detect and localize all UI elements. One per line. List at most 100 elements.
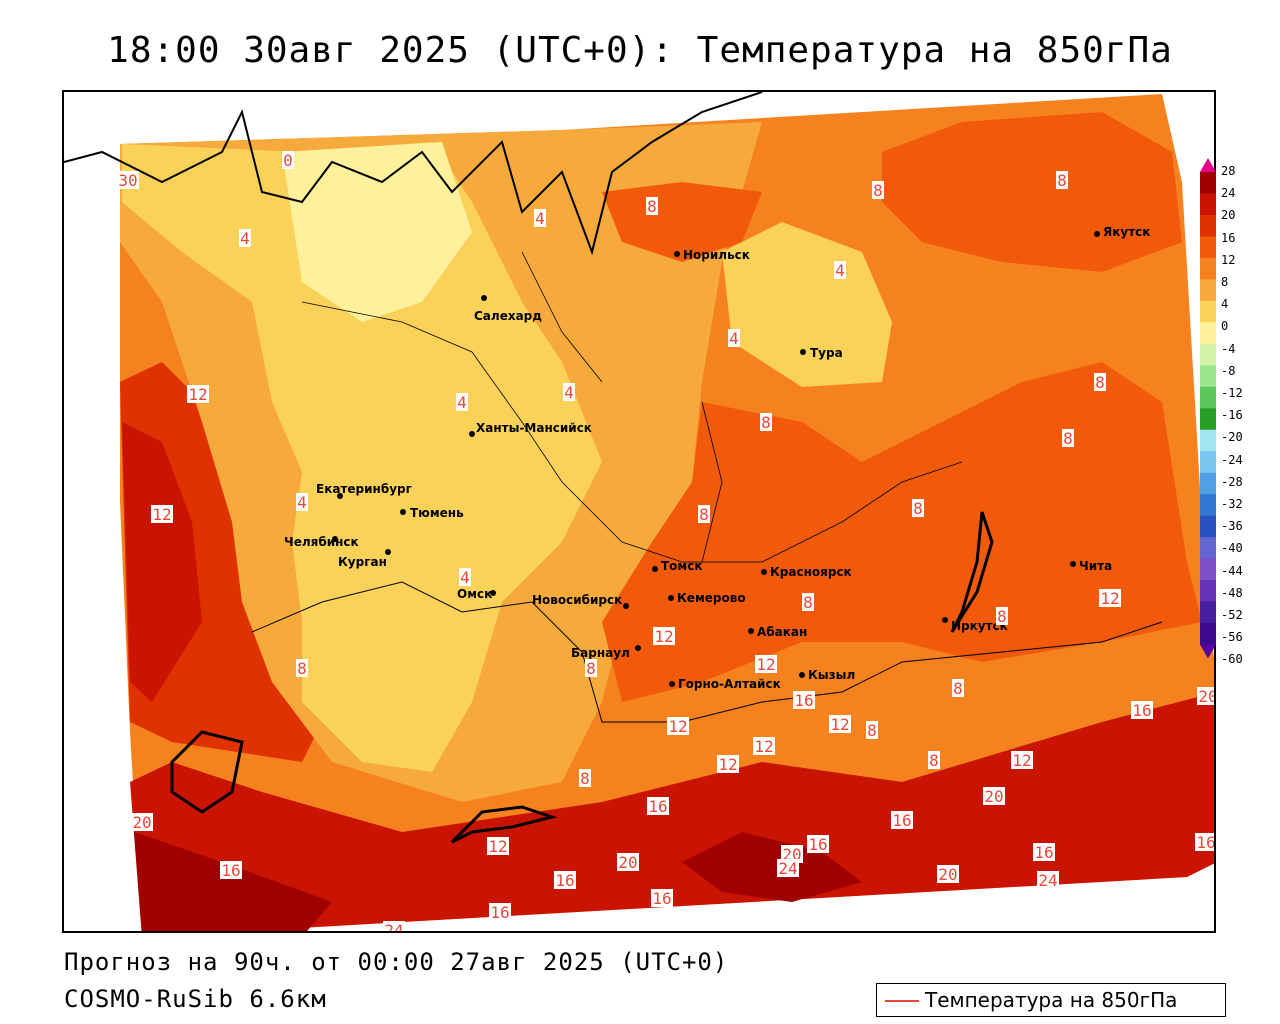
colorbar-cell — [1200, 300, 1216, 323]
isotherm-label: 12 — [830, 715, 849, 734]
isotherm-label: 4 — [835, 261, 845, 280]
warm-region-norilsk — [602, 182, 762, 262]
isotherm-label-background — [617, 853, 639, 871]
isotherm-label-background — [777, 859, 799, 877]
isotherm-label: 24 — [1038, 871, 1057, 890]
border-regions — [301, 251, 963, 563]
isotherm-label-background — [1037, 871, 1059, 889]
isotherm-label-background — [952, 679, 964, 697]
colorbar-tick-label: -24 — [1221, 452, 1243, 467]
isotherm-label: 8 — [1063, 429, 1073, 448]
forecast-info: Прогноз на 90ч. от 00:00 27авг 2025 (UTC… — [64, 948, 729, 976]
city-label: Новосибирск — [532, 593, 622, 607]
city-label: Кызыл — [808, 668, 855, 682]
city-marker — [469, 431, 475, 437]
city-marker — [337, 493, 343, 499]
city-label: Курган — [338, 555, 387, 569]
colorbar-tick-label: -28 — [1221, 474, 1243, 489]
isotherm-label: 4 — [297, 493, 307, 512]
colorbar-cell — [1200, 193, 1216, 216]
isotherm-label-background — [1094, 373, 1106, 391]
isotherm-label: 12 — [756, 655, 775, 674]
isotherm-label: 8 — [997, 607, 1007, 626]
colorbar-cell — [1200, 172, 1216, 194]
isotherm-label: 24 — [384, 921, 403, 931]
city-marker — [1070, 561, 1076, 567]
city-marker — [668, 595, 674, 601]
isotherm-label: 0 — [283, 151, 293, 170]
isotherm-label-background — [912, 499, 924, 517]
legend-label: Температура на 850гПа — [925, 988, 1178, 1012]
colorbar-cell — [1200, 343, 1216, 366]
isotherm-label: 20 — [938, 865, 957, 884]
colorbar-cell — [1200, 601, 1216, 624]
isotherm-label: 8 — [953, 679, 963, 698]
colorbar-cell — [1200, 214, 1216, 237]
isotherm-label-background — [1195, 833, 1214, 851]
isotherm-label-background — [459, 568, 471, 586]
isotherm-label: 20 — [1198, 687, 1214, 706]
isotherm-label: 12 — [654, 627, 673, 646]
city-label: Красноярск — [770, 565, 852, 579]
isotherm-label: 16 — [1034, 843, 1053, 862]
colorbar-cell — [1200, 279, 1216, 302]
isotherm-label: 12 — [1100, 589, 1119, 608]
coastline-baikal — [950, 511, 994, 633]
city-marker — [669, 681, 675, 687]
colorbar-tick-label: -40 — [1221, 541, 1243, 556]
cool-region-yamal — [282, 142, 472, 322]
isotherm-label-background — [563, 383, 575, 401]
isotherm-label-background — [834, 261, 846, 279]
isotherm-label: 16 — [555, 871, 574, 890]
isotherm-label-background — [928, 751, 940, 769]
city-label: Тюмень — [410, 506, 464, 520]
colorbar-tick-label: -60 — [1221, 652, 1243, 667]
warm-region-west-core — [122, 422, 202, 702]
temperature-map: Норильск Якутск Салехард Тура Ханты-Мансийск… — [64, 92, 1214, 931]
isotherm-label-background — [489, 903, 511, 921]
isotherm-label-background — [579, 769, 591, 787]
isotherm-label: 16 — [1132, 701, 1151, 720]
city-marker — [623, 603, 629, 609]
isotherm-label: 30 — [118, 171, 137, 190]
city-label: Норильск — [683, 248, 750, 262]
isotherm-label: 4 — [535, 209, 545, 228]
isotherm-label-background — [1197, 687, 1214, 705]
isotherm-label: 8 — [867, 721, 877, 740]
isotherm-label-background — [829, 715, 851, 733]
colorbar-cell — [1200, 365, 1216, 388]
isotherm-label-background — [781, 845, 803, 863]
isotherm-label-background — [1131, 701, 1153, 719]
isotherm-label-background — [554, 871, 576, 889]
isotherm-label: 4 — [457, 393, 467, 412]
cool-region-tura — [722, 222, 892, 387]
colorbar-tick-label: -52 — [1221, 608, 1243, 622]
isotherm-label-background — [760, 413, 772, 431]
isotherm-label: 20 — [132, 813, 151, 832]
city-marker — [400, 509, 406, 515]
colorbar-tick-label: 12 — [1221, 252, 1236, 267]
colorbar-cell — [1200, 537, 1216, 560]
city-marker — [481, 295, 487, 301]
colorbar-cell — [1200, 451, 1216, 474]
city-label: Иркутск — [951, 619, 1008, 633]
coastline-arctic — [64, 92, 763, 256]
temperature-colorbar — [1200, 158, 1216, 659]
isotherm-label-background — [793, 691, 815, 709]
isotherm-label: 16 — [794, 691, 813, 710]
city-marker — [635, 645, 641, 651]
isotherm-label-background — [1011, 751, 1033, 769]
colorbar-tick-label: -12 — [1221, 386, 1243, 400]
map-title: 18:00 30авг 2025 (UTC+0): Температура на… — [107, 30, 1173, 71]
isotherm-label: 4 — [564, 383, 574, 402]
isotherm-label: 16 — [648, 797, 667, 816]
isotherm-label: 8 — [699, 505, 709, 524]
city-marker — [761, 569, 767, 575]
colorbar-cell — [1200, 580, 1216, 603]
isotherm-label-background — [456, 393, 468, 411]
isotherm-label: 8 — [647, 197, 657, 216]
isotherm-label-background — [872, 181, 884, 199]
isotherm-label: 12 — [668, 717, 687, 736]
city-label: Екатеринбург — [316, 482, 412, 496]
isotherm-label-background — [891, 811, 913, 829]
